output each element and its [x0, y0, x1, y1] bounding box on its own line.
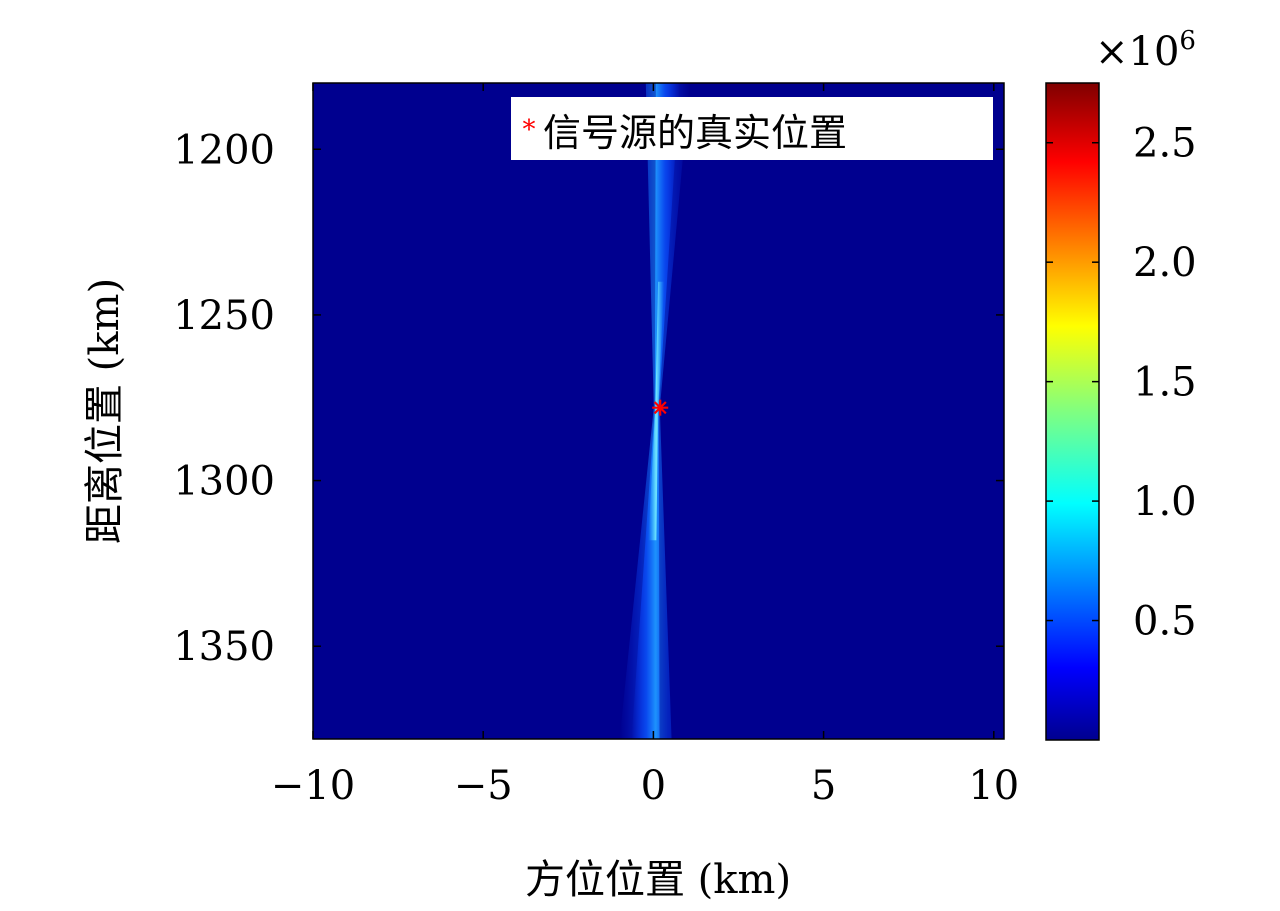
- x-tick-label: 0: [641, 763, 666, 809]
- colorbar-multiplier: ×106: [1095, 26, 1196, 75]
- colorbar-ticks: 0.5 1.0 1.5 2.0 2.5: [1046, 121, 1197, 645]
- colorbar-gradient: [1045, 82, 1100, 741]
- colorbar-multiplier-base: ×10: [1095, 29, 1179, 75]
- plot-frame: [312, 82, 1005, 740]
- colorbar-tick-label: 1.0: [1133, 479, 1197, 525]
- x-axis: −10 −5 0 5 10: [271, 83, 1019, 809]
- y-tick-label: 1250: [173, 293, 275, 339]
- x-tick-label: −10: [271, 763, 355, 809]
- x-tick-label: 10: [968, 763, 1019, 809]
- marker-stroke: [653, 401, 667, 415]
- colorbar-tick-label: 1.5: [1133, 360, 1197, 406]
- y-tick-label: 1300: [173, 459, 275, 505]
- x-axis-label: 方位位置 (km): [525, 857, 791, 903]
- colorbar-tick-label: 2.5: [1133, 121, 1197, 167]
- legend-label: 信号源的真实位置: [543, 111, 847, 155]
- colorbar: 0.5 1.0 1.5 2.0 2.5 ×106: [1045, 26, 1197, 741]
- y-axis-label: 距离位置 (km): [82, 278, 128, 544]
- plot-area: [312, 82, 1005, 740]
- source-position-marker: [652, 399, 669, 416]
- y-tick-label: 1350: [173, 624, 275, 670]
- colorbar-tick-label: 0.5: [1133, 599, 1197, 645]
- legend: * 信号源的真实位置: [511, 97, 993, 160]
- x-tick-label: 5: [811, 763, 836, 809]
- legend-marker-icon: *: [523, 115, 536, 145]
- legend-box: [511, 97, 993, 160]
- x-tick-label: −5: [454, 763, 513, 809]
- series-layer: [652, 399, 669, 416]
- y-axis: 1200 1250 1300 1350: [173, 127, 1004, 670]
- y-tick-label: 1200: [173, 127, 275, 173]
- colorbar-multiplier-exponent: 6: [1179, 26, 1196, 56]
- colorbar-tick-label: 2.0: [1133, 240, 1197, 286]
